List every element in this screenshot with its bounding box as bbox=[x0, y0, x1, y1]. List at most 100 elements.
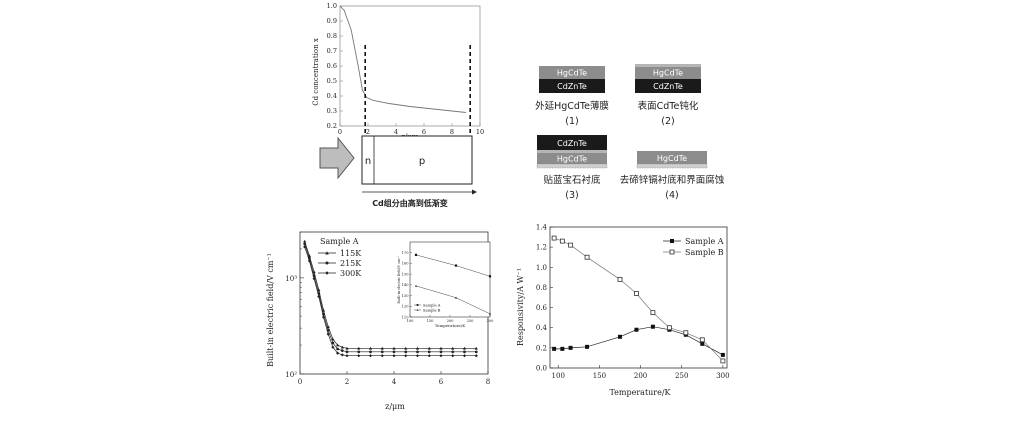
x-tick-label: 250 bbox=[675, 372, 688, 380]
legend-marker bbox=[325, 251, 329, 255]
cd-chart-marks bbox=[339, 5, 471, 145]
inset-ylabel: Built-in electric field/V cm⁻¹ bbox=[397, 255, 401, 304]
data-point-115K bbox=[439, 346, 443, 350]
data-point-Sample A bbox=[568, 345, 573, 350]
data-point-300K bbox=[345, 354, 349, 358]
y-tick-label: 0.6 bbox=[536, 304, 548, 312]
data-point-215K bbox=[331, 341, 335, 345]
data-point-215K bbox=[392, 350, 396, 354]
data-point-300K bbox=[357, 354, 361, 358]
data-point-300K bbox=[415, 354, 420, 358]
data-point-215K bbox=[474, 350, 478, 354]
y-tick-label: 0.6 bbox=[327, 62, 337, 70]
step-1-layer-top: HgCdTe bbox=[557, 69, 587, 78]
resp-chart-axes: 100 150 200 250 300 0.0 0.2 0.4 0.6 0.8 1.0 1.2 1.4 bbox=[536, 224, 730, 381]
y-tick-label: 0.8 bbox=[536, 284, 547, 292]
y-tick-label: 0.2 bbox=[536, 344, 547, 352]
series-line-Sample A bbox=[554, 326, 724, 356]
data-point-300K bbox=[404, 354, 408, 358]
inset-point-Sample A bbox=[454, 264, 458, 267]
data-point-300K bbox=[321, 315, 326, 319]
step-1-label: 外延HgCdTe薄膜 bbox=[535, 100, 609, 112]
x-tick-label: 2 bbox=[366, 128, 370, 136]
data-point-215K bbox=[380, 350, 384, 354]
x-tick-label: 6 bbox=[422, 128, 426, 136]
data-point-Sample B bbox=[720, 358, 726, 364]
y-tick-label: 0.8 bbox=[327, 32, 337, 40]
data-point-300K bbox=[380, 354, 384, 358]
data-point-Sample B bbox=[666, 325, 672, 331]
step-2-layer-bottom: CdZnTe bbox=[653, 82, 683, 91]
data-point-115K bbox=[345, 346, 349, 350]
inset-x-tick-label: 250 bbox=[467, 319, 475, 323]
data-point-Sample A bbox=[560, 346, 565, 351]
x-tick-label: 2 bbox=[345, 378, 349, 386]
inset-xlabel: Temperature/K bbox=[435, 323, 467, 328]
right-arrow-icon bbox=[319, 136, 355, 180]
data-point-Sample B bbox=[568, 242, 573, 248]
step-2: HgCdTe CdZnTe 表面CdTe钝化 (2) bbox=[635, 64, 701, 127]
device-structure: n p Cd组分由高到低渐变 bbox=[319, 135, 477, 208]
x-tick-label: 0 bbox=[338, 128, 342, 136]
data-point-300K bbox=[474, 354, 478, 358]
x-tick-label: 300 bbox=[716, 372, 729, 380]
plot-frame bbox=[549, 226, 728, 369]
field-chart-marks bbox=[303, 239, 478, 358]
inset-y-tick-label: 120 bbox=[402, 305, 410, 309]
data-point-Sample A bbox=[617, 334, 622, 339]
y-tick-label: 0.9 bbox=[327, 17, 337, 25]
x-tick-label: 10 bbox=[476, 128, 484, 136]
field-inset-chart: 100 150 200 250 300 110 120 130 140 150 160 170 Temp… bbox=[397, 241, 494, 328]
data-point-215K bbox=[340, 349, 344, 352]
data-point-115K bbox=[336, 343, 340, 347]
data-point-215K bbox=[416, 350, 419, 354]
data-point-115K bbox=[340, 345, 344, 349]
inset-point-Sample B bbox=[454, 296, 458, 299]
data-point-115K bbox=[462, 346, 467, 350]
data-point-Sample B bbox=[634, 291, 639, 296]
data-point-215K bbox=[303, 242, 307, 246]
data-point-115K bbox=[404, 346, 408, 350]
y-tick-label: 10² bbox=[285, 371, 297, 379]
legend-marker bbox=[669, 249, 675, 255]
data-point-Sample A bbox=[650, 324, 655, 329]
inset-y-tick-label: 130 bbox=[402, 294, 410, 298]
resp-chart-marks bbox=[551, 235, 726, 364]
inset-legend-marker bbox=[416, 309, 419, 311]
y-tick-label: 1.2 bbox=[536, 244, 547, 252]
data-point-300K bbox=[340, 353, 344, 357]
legend-label-300K: 300K bbox=[340, 269, 362, 278]
data-point-215K bbox=[369, 350, 372, 354]
step-2-number: (2) bbox=[661, 116, 674, 127]
step-4-label: 去碲锌镉衬底和界面腐蚀 bbox=[620, 174, 725, 186]
data-point-300K bbox=[368, 354, 373, 358]
region-n-label: n bbox=[365, 156, 371, 167]
resp-chart-xlabel: Temperature/K bbox=[609, 388, 671, 397]
data-point-300K bbox=[427, 354, 431, 358]
resp-chart-legend: Sample A Sample B bbox=[663, 237, 724, 257]
x-tick-label: 4 bbox=[394, 128, 398, 136]
step-1-number: (1) bbox=[565, 116, 578, 127]
data-point-115K bbox=[415, 346, 420, 350]
cd-profile-line bbox=[339, 5, 467, 113]
legend-label-215K: 215K bbox=[340, 259, 362, 268]
step-3-number: (3) bbox=[565, 190, 578, 201]
step-3-label: 贴蓝宝石衬底 bbox=[543, 174, 601, 186]
step-4: HgCdTe 去碲锌镉衬底和界面腐蚀 (4) bbox=[620, 151, 725, 201]
data-point-215K bbox=[427, 350, 431, 354]
data-point-115K bbox=[303, 239, 307, 243]
y-tick-label: 0.4 bbox=[327, 92, 337, 100]
x-tick-label: 8 bbox=[486, 378, 490, 386]
data-point-Sample A bbox=[720, 352, 725, 357]
step-3-layer-bottom: HgCdTe bbox=[557, 155, 587, 164]
x-tick-label: 150 bbox=[593, 372, 606, 380]
data-point-Sample B bbox=[683, 330, 689, 336]
cd-concentration-chart: 0 2 4 6 8 10 0.2 0.3 0.4 0.5 0.6 0.7 0.8 0.9 1.0 Cd co… bbox=[312, 2, 484, 145]
inset-legend-label-Sample B: Sample B bbox=[423, 308, 441, 312]
data-point-215K bbox=[404, 350, 408, 354]
field-chart-xlabel: z/μm bbox=[385, 402, 405, 411]
data-point-Sample A bbox=[634, 327, 639, 332]
data-point-115K bbox=[357, 346, 361, 350]
y-tick-label: 0.3 bbox=[327, 107, 337, 115]
